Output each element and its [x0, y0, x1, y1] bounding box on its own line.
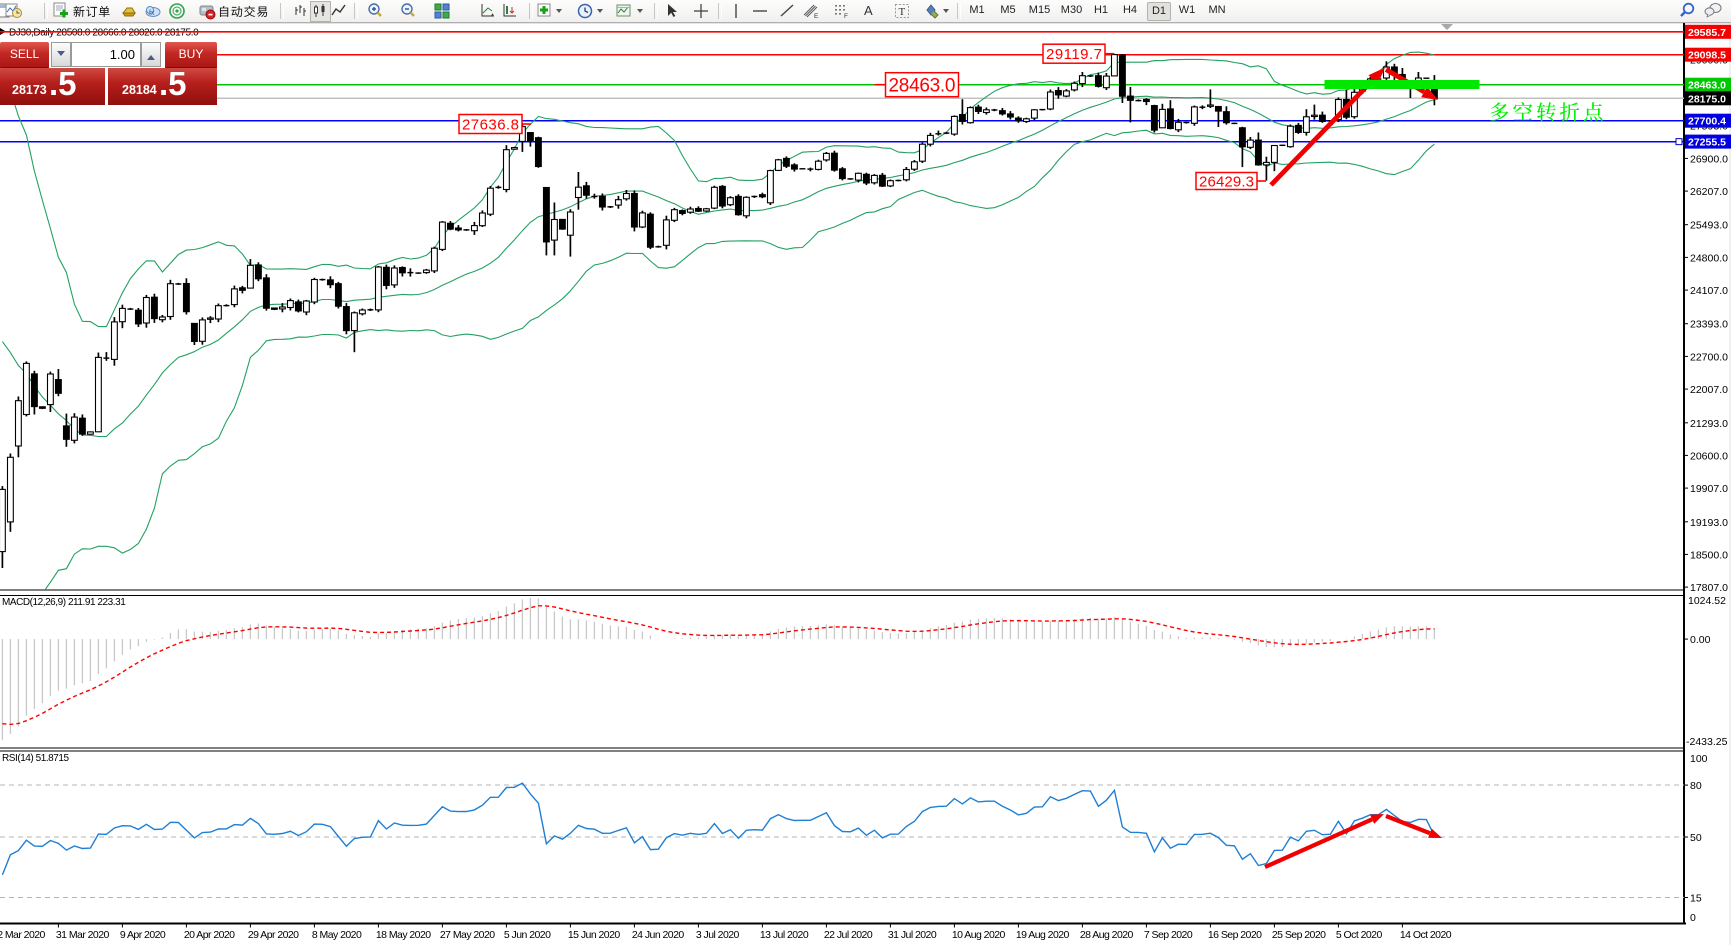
- svg-text:14 Oct 2020: 14 Oct 2020: [1400, 929, 1452, 941]
- svg-text:24800.0: 24800.0: [1690, 252, 1728, 264]
- svg-text:5 Jun 2020: 5 Jun 2020: [504, 929, 551, 941]
- svg-text:23393.0: 23393.0: [1690, 319, 1728, 331]
- svg-text:3 Jul 2020: 3 Jul 2020: [696, 929, 740, 941]
- svg-text:26207.0: 26207.0: [1690, 186, 1728, 198]
- svg-text:22 Jul 2020: 22 Jul 2020: [824, 929, 873, 941]
- svg-text:19907.0: 19907.0: [1690, 483, 1728, 495]
- svg-text:26429.3: 26429.3: [1199, 173, 1254, 190]
- svg-text:18500.0: 18500.0: [1690, 549, 1728, 561]
- svg-text:24107.0: 24107.0: [1690, 285, 1728, 297]
- svg-text:100: 100: [1690, 753, 1708, 765]
- svg-text:26900.0: 26900.0: [1690, 153, 1728, 165]
- svg-text:10 Aug 2020: 10 Aug 2020: [952, 929, 1006, 941]
- svg-text:20 Apr 2020: 20 Apr 2020: [184, 929, 235, 941]
- svg-text:0.00: 0.00: [1690, 634, 1711, 646]
- svg-text:25493.0: 25493.0: [1690, 220, 1728, 232]
- svg-text:DJ30,Daily 28508.0 28666.0 28: DJ30,Daily 28508.0 28666.0 28026.0 28175…: [9, 28, 199, 39]
- svg-text:22007.0: 22007.0: [1690, 384, 1728, 396]
- svg-text:18 May 2020: 18 May 2020: [376, 929, 431, 941]
- svg-text:24 Jun 2020: 24 Jun 2020: [632, 929, 684, 941]
- svg-text:27636.8: 27636.8: [462, 116, 519, 133]
- svg-text:16 Sep 2020: 16 Sep 2020: [1208, 929, 1262, 941]
- svg-text:-2433.25: -2433.25: [1686, 736, 1728, 748]
- svg-text:29119.7: 29119.7: [1046, 46, 1102, 63]
- svg-text:20600.0: 20600.0: [1690, 450, 1728, 462]
- svg-text:E: E: [814, 13, 819, 20]
- svg-text:29585.7: 29585.7: [1688, 27, 1726, 39]
- svg-text:19193.0: 19193.0: [1690, 517, 1728, 529]
- svg-text:13 Jul 2020: 13 Jul 2020: [760, 929, 809, 941]
- svg-text:19 Aug 2020: 19 Aug 2020: [1016, 929, 1070, 941]
- svg-text:22 Mar 2020: 22 Mar 2020: [0, 929, 46, 941]
- svg-text:31 Jul 2020: 31 Jul 2020: [888, 929, 937, 941]
- svg-text:15: 15: [1690, 893, 1702, 905]
- svg-text:50: 50: [1690, 832, 1702, 844]
- svg-text:28 Aug 2020: 28 Aug 2020: [1080, 929, 1134, 941]
- svg-text:28463.0: 28463.0: [1688, 80, 1726, 92]
- svg-text:27700.4: 27700.4: [1688, 116, 1726, 128]
- svg-text:MACD(12,26,9) 211.91 223.31: MACD(12,26,9) 211.91 223.31: [2, 597, 126, 608]
- svg-text:5 Oct 2020: 5 Oct 2020: [1336, 929, 1383, 941]
- svg-text:7 Sep 2020: 7 Sep 2020: [1144, 929, 1193, 941]
- svg-text:0: 0: [1690, 912, 1696, 924]
- svg-text:21293.0: 21293.0: [1690, 418, 1728, 430]
- svg-text:RSI(14) 51.8715: RSI(14) 51.8715: [2, 753, 70, 764]
- svg-text:25 Sep 2020: 25 Sep 2020: [1272, 929, 1326, 941]
- svg-text:29098.5: 29098.5: [1688, 50, 1726, 62]
- svg-text:1024.52: 1024.52: [1688, 595, 1726, 607]
- svg-text:27255.5: 27255.5: [1688, 137, 1726, 149]
- svg-text:9 Apr 2020: 9 Apr 2020: [120, 929, 166, 941]
- svg-text:27 May 2020: 27 May 2020: [440, 929, 495, 941]
- svg-text:28175.0: 28175.0: [1688, 93, 1726, 105]
- svg-text:T: T: [899, 6, 906, 18]
- svg-text:22700.0: 22700.0: [1690, 351, 1728, 363]
- svg-text:80: 80: [1690, 780, 1702, 792]
- svg-text:29 Apr 2020: 29 Apr 2020: [248, 929, 299, 941]
- svg-text:15 Jun 2020: 15 Jun 2020: [568, 929, 620, 941]
- svg-text:17807.0: 17807.0: [1690, 582, 1728, 594]
- svg-text:F: F: [844, 13, 848, 20]
- svg-text:28463.0: 28463.0: [889, 76, 956, 97]
- svg-text:fx: fx: [149, 10, 155, 17]
- svg-text:31 Mar 2020: 31 Mar 2020: [56, 929, 110, 941]
- svg-text:8 May 2020: 8 May 2020: [312, 929, 362, 941]
